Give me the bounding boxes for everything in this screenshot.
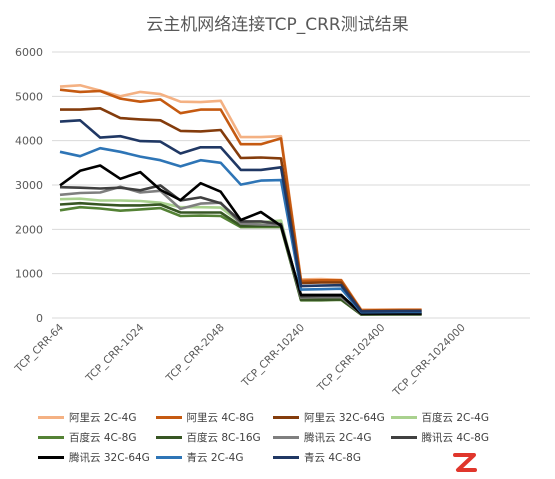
- legend: 阿里云 2C-4G 阿里云 4C-8G 阿里云 32C-64G 百度云 2C-4G 百度…: [38, 408, 508, 467]
- x-tick-label: TCP_CRR-2048: [163, 322, 226, 385]
- legend-item: 青云 2C-4G: [155, 448, 274, 467]
- legend-label: 青云 4C-8G: [304, 452, 361, 464]
- legend-item: 阿里云 2C-4G: [38, 408, 156, 427]
- legend-swatch: [273, 436, 299, 439]
- legend-item: 腾讯云 2C-4G: [273, 428, 391, 447]
- legend-label: 百度云 4C-8G: [69, 432, 137, 444]
- legend-item: 腾讯云 32C-64G: [38, 448, 156, 467]
- series-line-9: [59, 164, 422, 315]
- series-line-10: [59, 146, 422, 314]
- legend-label: 腾讯云 32C-64G: [69, 452, 150, 464]
- y-tick-label: 4000: [15, 135, 43, 148]
- legend-swatch: [390, 416, 417, 419]
- series-line-4: [59, 197, 422, 316]
- x-tick-label: TCP_CRR-1024: [83, 321, 147, 385]
- legend-item: 百度云 2C-4G: [390, 408, 509, 427]
- legend-swatch: [273, 416, 299, 419]
- legend-label: 腾讯云 4C-8G: [421, 432, 489, 444]
- legend-label: 阿里云 4C-8G: [186, 412, 254, 424]
- legend-item: 腾讯云 4C-8G: [390, 428, 509, 447]
- legend-item: 百度云 8C-16G: [155, 428, 274, 447]
- y-tick-label: 2000: [15, 223, 43, 236]
- y-tick-label: 0: [36, 312, 43, 325]
- y-tick-label: 1000: [15, 268, 43, 281]
- legend-swatch: [38, 436, 64, 439]
- y-tick-label: 3000: [15, 179, 43, 192]
- legend-swatch: [390, 436, 417, 439]
- legend-swatch: [155, 416, 182, 419]
- legend-label: 百度云 2C-4G: [421, 412, 489, 424]
- legend-label: 阿里云 2C-4G: [69, 412, 137, 424]
- legend-label: 腾讯云 2C-4G: [304, 432, 372, 444]
- legend-label: 百度云 8C-16G: [186, 432, 261, 444]
- legend-swatch: [273, 456, 299, 459]
- legend-item: 阿里云 4C-8G: [155, 408, 274, 427]
- x-tick-label: TCP_CRR-10240: [239, 322, 307, 390]
- x-tick-label: TCP_CRR-102400: [315, 322, 388, 395]
- legend-swatch: [38, 456, 64, 459]
- legend-item: 阿里云 32C-64G: [273, 408, 391, 427]
- y-tick-label: 6000: [15, 46, 43, 59]
- chart-title: 云主机网络连接TCP_CRR测试结果: [146, 15, 409, 35]
- legend-item: 青云 4C-8G: [273, 448, 391, 467]
- series-line-1: [59, 84, 422, 311]
- y-tick-label: 5000: [15, 90, 43, 103]
- legend-swatch: [155, 456, 182, 459]
- watermark-logo: [452, 452, 478, 474]
- legend-label: 阿里云 32C-64G: [304, 412, 385, 424]
- series-line-11: [59, 119, 422, 313]
- x-tick-label: TCP_CRR-64: [12, 321, 66, 375]
- x-tick-label: TCP_CRR-1024000: [390, 322, 468, 400]
- legend-swatch: [38, 416, 64, 419]
- legend-label: 青云 2C-4G: [186, 452, 244, 464]
- legend-item: 百度云 4C-8G: [38, 428, 156, 447]
- legend-swatch: [155, 436, 182, 439]
